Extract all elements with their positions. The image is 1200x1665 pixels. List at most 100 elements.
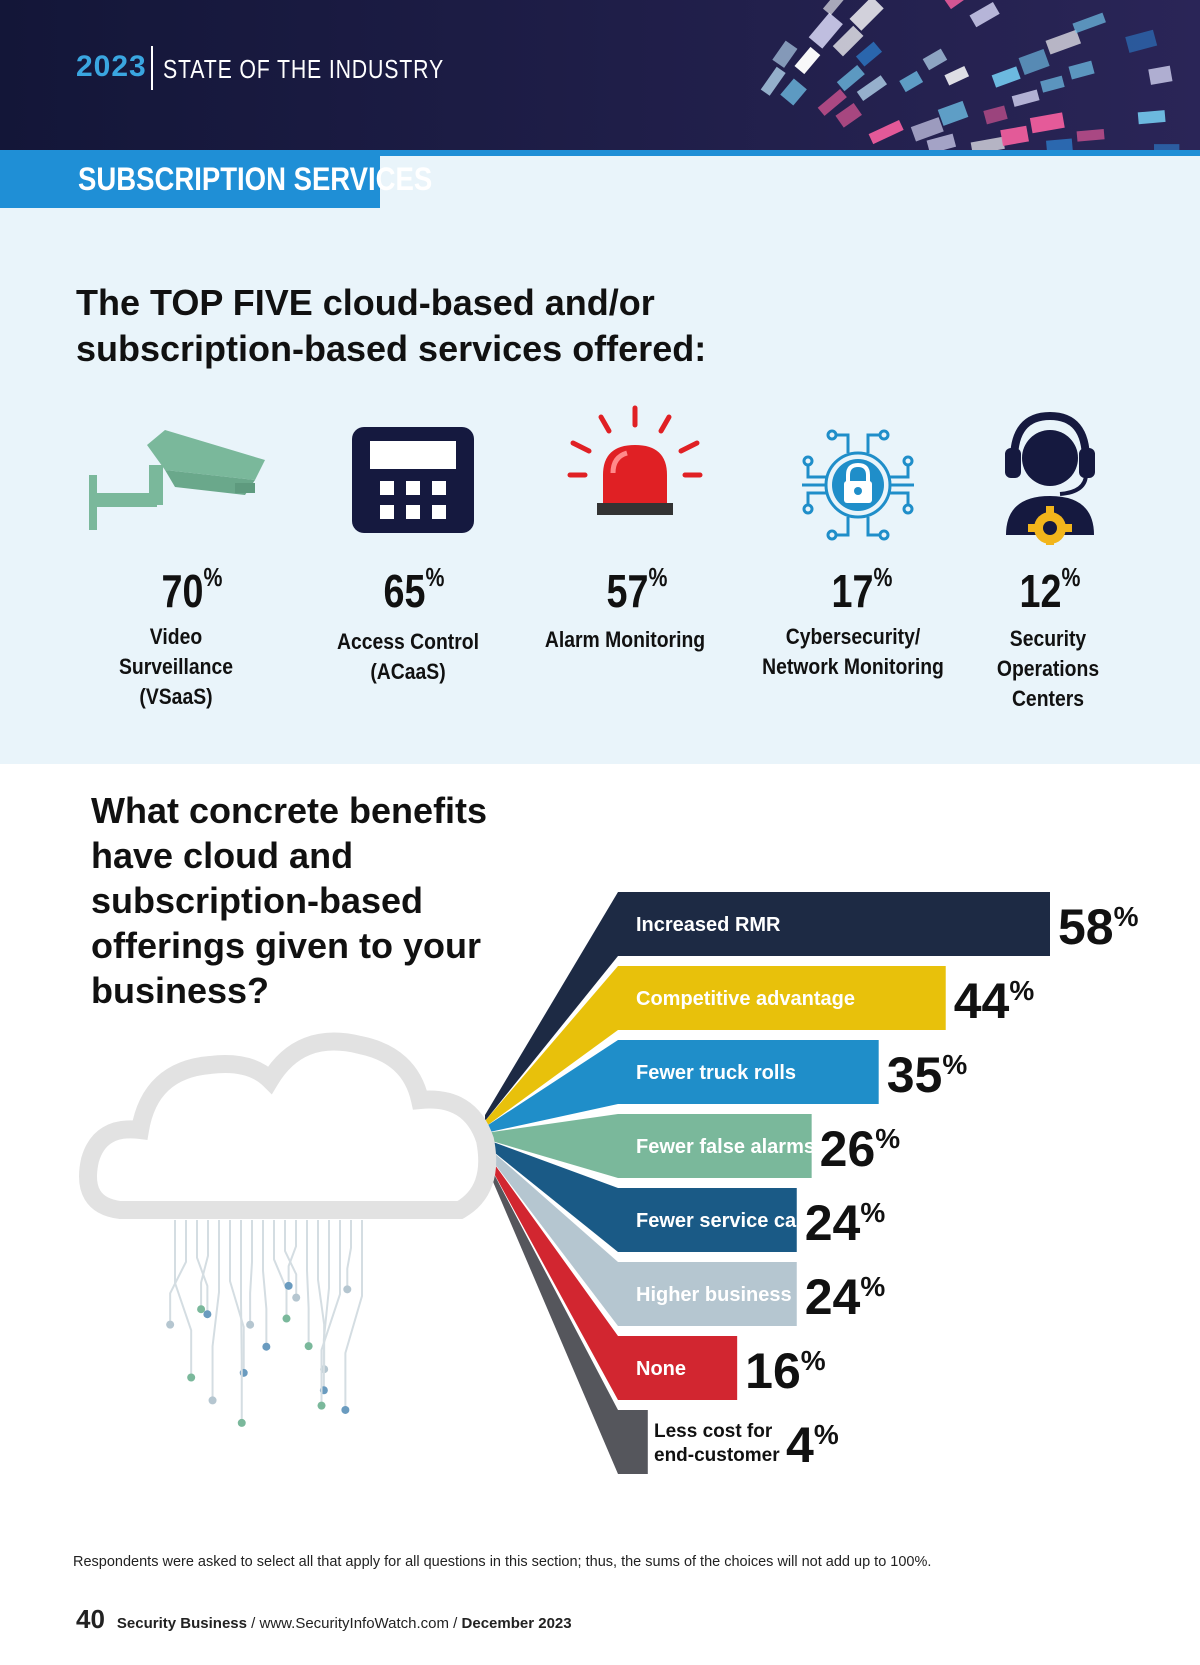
section-label: SUBSCRIPTION SERVICES <box>78 161 433 197</box>
site-link[interactable]: www.SecurityInfoWatch.com <box>259 1615 450 1632</box>
mosaic-tile <box>817 89 847 116</box>
service-percent-soc: 12% <box>1019 562 1081 617</box>
security-camera-icon <box>89 430 265 530</box>
mosaic-tile <box>808 12 843 49</box>
mosaic-tile <box>970 136 1005 150</box>
circuit-line <box>229 1220 245 1373</box>
question-benefits: What concrete benefits have cloud and su… <box>91 790 488 1011</box>
circuit-node <box>246 1320 255 1329</box>
issue-date: December 2023 <box>461 1615 572 1632</box>
bar-value-label: 16% <box>745 1343 826 1399</box>
bar-ribbon <box>485 1151 618 1400</box>
header-divider <box>151 46 153 90</box>
publication-name: Security Business <box>116 1615 247 1632</box>
header-rule <box>0 150 1200 156</box>
mosaic-tile <box>1029 112 1065 134</box>
mosaic-tile <box>868 119 904 145</box>
bar-value-label: 24% <box>805 1195 886 1251</box>
bar <box>618 1114 812 1178</box>
mosaic-tile <box>991 66 1021 88</box>
circuit-line <box>200 1220 209 1310</box>
mosaic-tile <box>1011 89 1040 107</box>
service-label-alarm: Alarm Monitoring <box>544 627 706 652</box>
circuit-line <box>196 1220 209 1315</box>
circuit-line <box>287 1220 297 1286</box>
mosaic-tile <box>922 48 948 71</box>
service-label-cyber: Cybersecurity/ Network Monitoring <box>762 624 944 679</box>
bar-category-label: Less cost for end-customer <box>654 1421 780 1466</box>
mosaic-tile <box>855 41 883 67</box>
mosaic-tile <box>1076 128 1105 142</box>
header-mosaic-tiles <box>760 0 1180 150</box>
circuit-line <box>262 1220 268 1347</box>
mosaic-tile <box>780 78 807 106</box>
service-percent-access: 65% <box>383 562 445 617</box>
circuit-line <box>249 1220 253 1325</box>
bar-value-label: 44% <box>954 973 1035 1029</box>
mosaic-tile <box>1018 49 1050 75</box>
bar-ribbon <box>485 1157 618 1474</box>
bar-category-label: Fewer truck rolls <box>636 1062 796 1084</box>
circuit-node <box>292 1293 301 1302</box>
bar-value-label: 35% <box>887 1047 968 1103</box>
bar-category-label: Fewer service calls <box>636 1210 818 1232</box>
service-label-video: Video Surveillance (VSaaS) <box>118 624 234 709</box>
mosaic-tile <box>1137 110 1166 125</box>
bar-value-label: 24% <box>805 1269 886 1325</box>
mosaic-tile <box>772 40 798 68</box>
bar <box>618 892 1050 956</box>
mosaic-tile <box>794 46 821 75</box>
mosaic-tile <box>760 66 786 96</box>
mosaic-tile <box>937 100 969 126</box>
bar-category-label: Fewer false alarms <box>636 1136 815 1158</box>
circuit-node <box>237 1418 246 1427</box>
circuit-line <box>322 1220 330 1391</box>
bar <box>618 1040 879 1104</box>
circuit-line <box>273 1220 288 1319</box>
chart-ribbons <box>485 892 618 1474</box>
bar-category-label: Competitive advantage <box>636 988 855 1010</box>
bar <box>618 1336 738 1400</box>
mosaic-tile <box>944 66 970 86</box>
mosaic-tile <box>849 0 884 31</box>
page-number: 40 <box>76 1604 105 1634</box>
bar-ribbon <box>485 892 618 1121</box>
mosaic-tile <box>1046 138 1073 150</box>
mosaic-tile <box>1148 65 1173 85</box>
mosaic-tile <box>926 133 957 150</box>
circuit-node <box>203 1310 212 1319</box>
circuit-node <box>343 1285 352 1294</box>
circuit-line <box>169 1220 187 1325</box>
circuit-node <box>208 1396 217 1405</box>
service-percent-video: 70% <box>161 562 223 617</box>
mosaic-tile <box>822 0 846 16</box>
circuit-node <box>304 1342 313 1351</box>
bar <box>618 966 946 1030</box>
cloud-icon <box>79 1032 497 1219</box>
circuit-lines-graphic <box>166 1220 363 1427</box>
page-header: 2023 STATE OF THE INDUSTRY <box>0 0 1200 150</box>
bar-ribbon <box>485 1114 618 1178</box>
service-label-soc: Security Operations Centers <box>996 626 1100 711</box>
bar-ribbon <box>485 1139 618 1252</box>
mosaic-tile <box>856 75 888 102</box>
mosaic-tile <box>1040 75 1065 93</box>
keypad-icon <box>352 427 474 533</box>
circuit-node <box>341 1405 350 1414</box>
mosaic-tile <box>1125 29 1158 53</box>
bar-value-label: 4% <box>786 1417 839 1473</box>
circuit-node <box>317 1401 326 1410</box>
circuit-lock-icon <box>802 429 914 541</box>
footnote: Respondents were asked to select all tha… <box>73 1554 932 1570</box>
circuit-node <box>166 1320 175 1329</box>
mosaic-tile <box>1068 60 1095 80</box>
circuit-node <box>187 1373 196 1382</box>
mosaic-tile <box>969 1 1000 28</box>
bar-ribbon <box>485 1145 618 1326</box>
cloud-illustration <box>79 892 618 1474</box>
service-percent-cyber: 17% <box>831 562 893 617</box>
mosaic-tile <box>1045 29 1082 55</box>
chart-bars: Increased RMR 58% Competitive advantage 44%… <box>618 892 1139 1474</box>
section-tab <box>0 150 380 208</box>
benefits-bar-chart: Increased RMR 58% Competitive advantage 44%… <box>79 892 1139 1474</box>
